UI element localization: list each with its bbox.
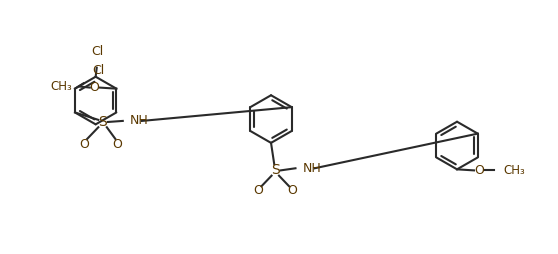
Text: Cl: Cl (92, 45, 104, 58)
Text: S: S (98, 115, 107, 129)
Text: CH₃: CH₃ (50, 80, 72, 93)
Text: NH: NH (303, 162, 321, 175)
Text: O: O (89, 81, 99, 94)
Text: O: O (253, 184, 263, 197)
Text: O: O (79, 138, 89, 151)
Text: NH: NH (130, 114, 149, 128)
Text: O: O (287, 184, 297, 197)
Text: Cl: Cl (92, 64, 104, 77)
Text: O: O (113, 138, 122, 151)
Text: S: S (271, 163, 280, 177)
Text: O: O (474, 164, 484, 177)
Text: CH₃: CH₃ (503, 164, 525, 177)
